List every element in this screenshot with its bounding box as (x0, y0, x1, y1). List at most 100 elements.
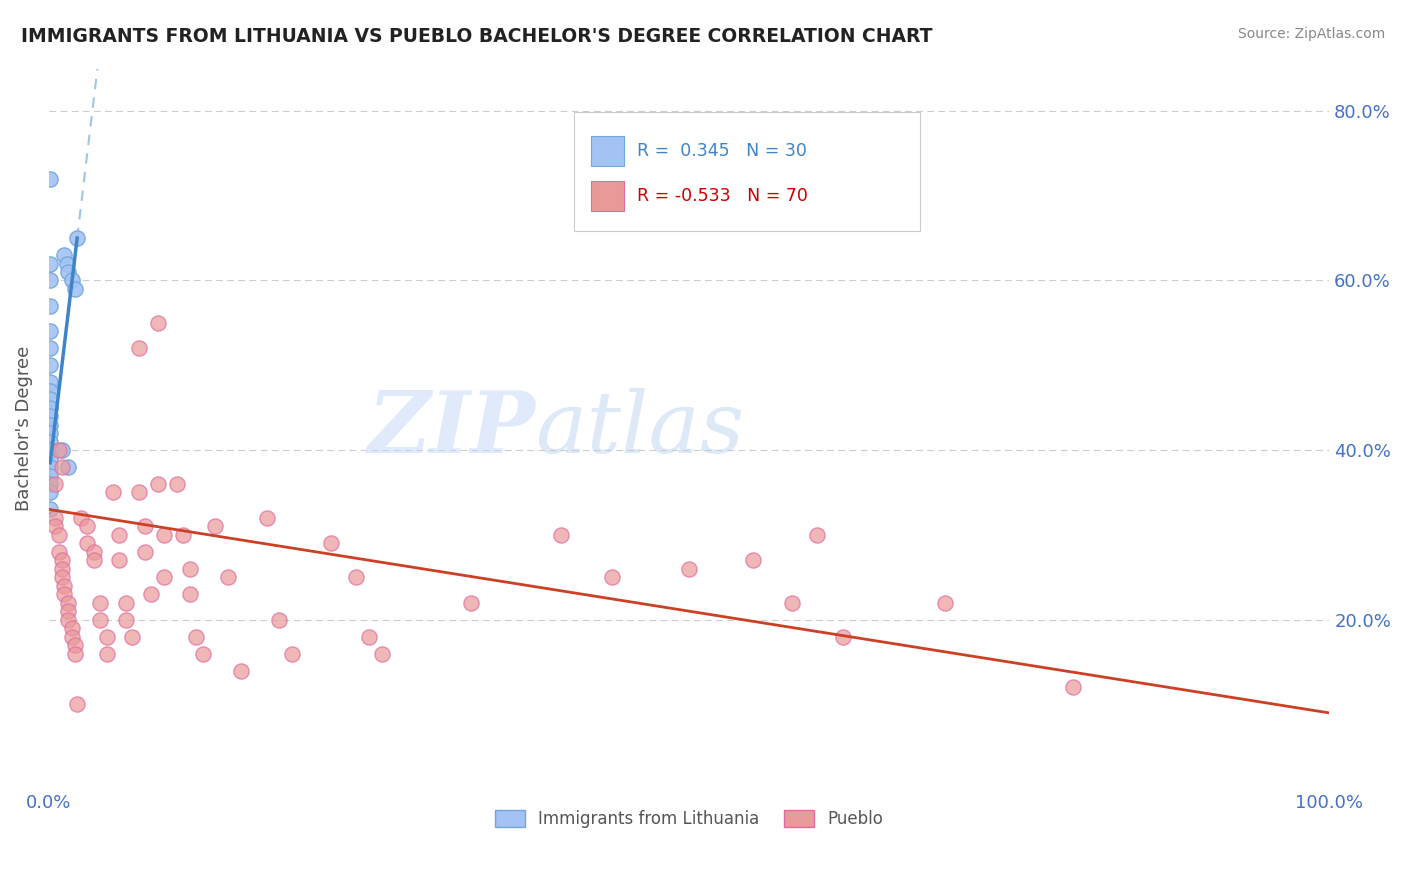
Point (66, 698, 89, 712)
Point (39, 299, 62, 313)
Point (179, 562, 201, 576)
Point (269, 613, 291, 627)
Point (114, 613, 136, 627)
Point (48, 443, 70, 458)
Point (114, 596, 136, 610)
Point (39, 256, 62, 270)
Point (39, 359, 62, 373)
Point (39, 409, 62, 424)
FancyBboxPatch shape (591, 136, 624, 166)
Point (229, 664, 252, 678)
Point (51, 570, 73, 584)
Point (56, 256, 79, 270)
Point (63, 638, 86, 652)
Point (179, 587, 201, 601)
Point (44, 519, 66, 533)
Point (460, 596, 482, 610)
Point (39, 502, 62, 516)
Y-axis label: Bachelor's Degree: Bachelor's Degree (15, 346, 32, 511)
Point (56, 460, 79, 475)
Point (39, 171, 62, 186)
Legend: Immigrants from Lithuania, Pueblo: Immigrants from Lithuania, Pueblo (488, 804, 890, 835)
Point (108, 528, 131, 542)
Point (66, 231, 89, 245)
Point (166, 477, 188, 491)
Point (51, 562, 73, 576)
Point (89, 596, 111, 610)
Point (39, 324, 62, 338)
Point (344, 570, 367, 584)
Point (39, 401, 62, 415)
Point (48, 528, 70, 542)
Point (128, 341, 150, 355)
Point (56, 604, 79, 618)
Point (51, 443, 73, 458)
Point (96, 630, 118, 644)
Point (83, 545, 105, 559)
Point (76, 519, 98, 533)
Point (56, 265, 79, 279)
Point (83, 553, 105, 567)
Point (39, 460, 62, 475)
Text: R =  0.345   N = 30: R = 0.345 N = 30 (637, 142, 807, 160)
Point (51, 460, 73, 475)
Point (56, 613, 79, 627)
Point (146, 316, 169, 330)
Point (831, 630, 853, 644)
Point (121, 630, 143, 644)
Text: ZIP: ZIP (367, 387, 536, 471)
Text: atlas: atlas (536, 387, 745, 470)
Point (39, 417, 62, 432)
Point (44, 477, 66, 491)
Point (153, 528, 176, 542)
Point (70, 511, 93, 525)
Point (51, 553, 73, 567)
Point (89, 613, 111, 627)
Point (76, 536, 98, 550)
Point (39, 451, 62, 466)
Point (53, 579, 76, 593)
Point (60, 273, 83, 287)
Point (108, 553, 131, 567)
FancyBboxPatch shape (574, 112, 920, 231)
Point (1062, 681, 1084, 695)
Point (101, 485, 124, 500)
Point (186, 630, 208, 644)
Point (39, 485, 62, 500)
Point (780, 596, 803, 610)
Point (204, 519, 226, 533)
Point (53, 248, 76, 262)
Point (39, 468, 62, 483)
Point (60, 630, 83, 644)
Point (191, 647, 214, 661)
Point (39, 434, 62, 449)
Point (742, 553, 765, 567)
Point (39, 426, 62, 441)
Point (134, 519, 156, 533)
Text: R = -0.533   N = 70: R = -0.533 N = 70 (637, 186, 807, 205)
FancyBboxPatch shape (591, 181, 624, 211)
Point (39, 341, 62, 355)
Point (96, 647, 118, 661)
Point (39, 376, 62, 390)
Point (134, 545, 156, 559)
Point (319, 536, 342, 550)
Point (141, 587, 163, 601)
Point (172, 528, 194, 542)
Point (63, 647, 86, 661)
Point (39, 392, 62, 407)
Text: IMMIGRANTS FROM LITHUANIA VS PUEBLO BACHELOR'S DEGREE CORRELATION CHART: IMMIGRANTS FROM LITHUANIA VS PUEBLO BACH… (21, 27, 932, 45)
Text: Source: ZipAtlas.com: Source: ZipAtlas.com (1237, 27, 1385, 41)
Point (281, 647, 304, 661)
Point (128, 485, 150, 500)
Point (48, 545, 70, 559)
Point (678, 562, 700, 576)
Point (60, 621, 83, 635)
Point (371, 647, 394, 661)
Point (56, 596, 79, 610)
Point (53, 587, 76, 601)
Point (357, 630, 380, 644)
Point (806, 528, 828, 542)
Point (217, 570, 239, 584)
Point (39, 443, 62, 458)
